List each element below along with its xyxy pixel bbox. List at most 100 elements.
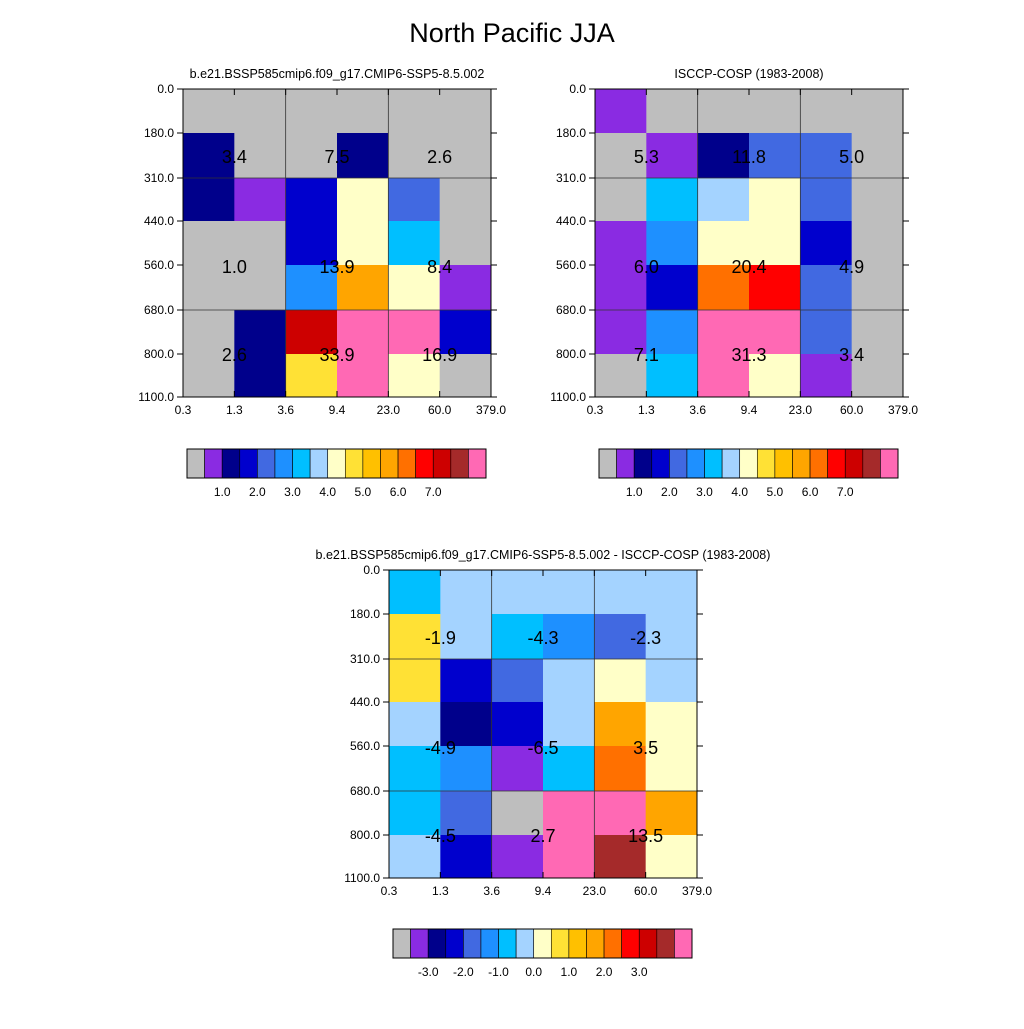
y-tick-label: 800.0 [556, 347, 586, 361]
y-tick-label: 0.0 [157, 82, 174, 96]
heatmap-cell [491, 791, 544, 836]
colorbar-swatch [515, 928, 535, 959]
heatmap-cell [285, 89, 338, 134]
colorbar-swatch [686, 448, 705, 479]
y-tick-label: 440.0 [144, 214, 174, 228]
heatmap-cell [337, 354, 389, 398]
heatmap-cell [697, 89, 750, 134]
heatmap-cell [645, 746, 698, 792]
colorbar-swatch [774, 448, 793, 479]
heatmap-cell [388, 354, 441, 398]
y-tick-label: 310.0 [350, 652, 380, 666]
panel-title: b.e21.BSSP585cmip6.f09_g17.CMIP6-SSP5-8.… [316, 548, 771, 562]
heatmap-cell [697, 310, 750, 355]
heatmap-cell [234, 178, 287, 222]
block-label: -4.9 [425, 738, 456, 758]
colorbar-swatch [309, 448, 329, 479]
block-label: 31.3 [731, 345, 766, 365]
y-tick-label: 180.0 [556, 126, 586, 140]
heatmap-cell [389, 746, 441, 792]
block-label: 13.5 [628, 826, 663, 846]
block-label: -4.3 [527, 628, 558, 648]
heatmap-cell [595, 265, 647, 311]
heatmap-cell [595, 178, 647, 222]
colorbar-swatch [827, 448, 846, 479]
heatmap-cell [697, 133, 750, 179]
heatmap-cell [183, 265, 235, 311]
heatmap-cell [851, 265, 904, 311]
x-tick-label: 23.0 [377, 403, 401, 417]
colorbar-swatch [362, 448, 381, 479]
y-tick-label: 1100.0 [344, 871, 380, 885]
heatmap-cell [389, 835, 441, 879]
heatmap-cell [388, 89, 441, 134]
x-tick-label: 0.3 [587, 403, 604, 417]
colorbar-swatch [880, 448, 899, 479]
colorbar-label: 4.0 [731, 485, 748, 499]
heatmap-cell [646, 265, 699, 311]
block-label: 20.4 [731, 257, 766, 277]
colorbar-swatch [633, 448, 653, 479]
heatmap-cell [800, 265, 853, 311]
heatmap-cell [234, 310, 287, 355]
y-tick-label: 560.0 [350, 739, 380, 753]
colorbar-swatch [498, 928, 517, 959]
x-tick-label: 9.4 [741, 403, 758, 417]
y-tick-label: 1100.0 [550, 390, 586, 404]
y-tick-label: 180.0 [350, 607, 380, 621]
heatmap-cell [440, 702, 493, 747]
colorbar-label: 2.0 [249, 485, 266, 499]
heatmap-cell [851, 310, 904, 355]
colorbar-swatch [480, 928, 499, 959]
y-tick-label: 800.0 [144, 347, 174, 361]
heatmap-cell [389, 614, 441, 660]
heatmap-cell [645, 835, 698, 879]
heatmap-cell [439, 89, 492, 134]
x-tick-label: 3.6 [689, 403, 706, 417]
panel-1: b.e21.BSSP585cmip6.f09_g17.CMIP6-SSP5-8.… [138, 67, 506, 499]
x-tick-label: 379.0 [682, 884, 712, 898]
colorbar-swatch [292, 448, 311, 479]
heatmap-cell [337, 310, 389, 355]
heatmap-cell [388, 221, 441, 266]
block-label: 2.7 [530, 826, 555, 846]
heatmap-cell [645, 659, 698, 703]
heatmap-cell [440, 835, 493, 879]
x-tick-label: 60.0 [634, 884, 658, 898]
heatmap-cell [234, 221, 287, 266]
colorbar-label: -1.0 [488, 965, 509, 979]
colorbar-label: 1.0 [214, 485, 231, 499]
colorbar-swatch [186, 448, 205, 479]
heatmap-cell [285, 265, 338, 311]
heatmap-cell [234, 133, 287, 179]
y-tick-label: 180.0 [144, 126, 174, 140]
block-label: 1.0 [222, 257, 247, 277]
colorbar-label: 1.0 [626, 485, 643, 499]
heatmap-cell [491, 659, 544, 703]
block-label: -1.9 [425, 628, 456, 648]
heatmap-cell [234, 89, 287, 134]
colorbar-swatch [603, 928, 622, 959]
heatmap-cell [595, 89, 647, 134]
heatmap-cell [337, 265, 389, 311]
colorbar-label: 3.0 [631, 965, 648, 979]
heatmap-cell [645, 614, 698, 660]
heatmap-cell [183, 178, 235, 222]
colorbar-swatch [257, 448, 276, 479]
panel-2: ISCCP-COSP (1983-2008) 5.3 11.8 5.0 6.0 20.4 4… [550, 67, 918, 499]
colorbar-swatch [862, 448, 881, 479]
heatmap-cell [645, 570, 698, 615]
panel-title: ISCCP-COSP (1983-2008) [674, 67, 823, 81]
heatmap-cell [285, 133, 338, 179]
heatmap-cell [749, 265, 801, 311]
heatmap-cell [749, 310, 801, 355]
colorbar-frame [392, 928, 693, 959]
heatmap-cell [543, 791, 595, 836]
heatmap-cell [439, 178, 492, 222]
heatmap-cell [749, 178, 801, 222]
x-tick-label: 0.3 [381, 884, 398, 898]
block-label: -4.5 [425, 826, 456, 846]
colorbar-swatch [739, 448, 758, 479]
x-tick-label: 23.0 [789, 403, 813, 417]
heatmap-cell [595, 310, 647, 355]
